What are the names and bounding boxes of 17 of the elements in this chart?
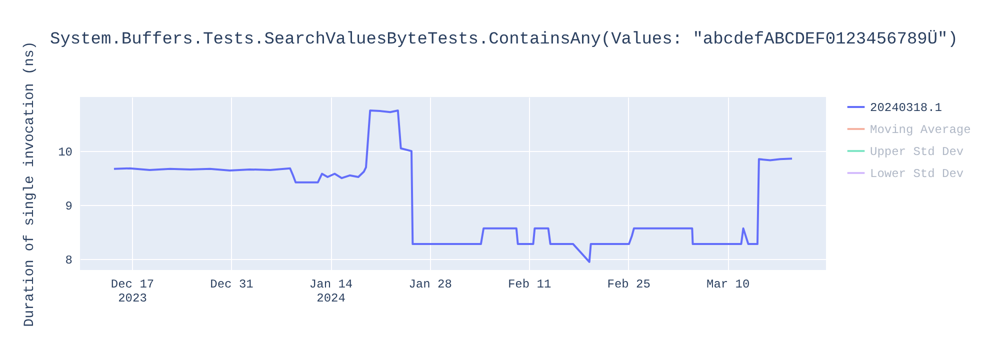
y-tick-label: 9 bbox=[65, 200, 72, 214]
y-tick-label: 8 bbox=[65, 254, 72, 268]
legend-label: 20240318.1 bbox=[870, 101, 942, 115]
x-tick-label: Dec 17 2023 bbox=[110, 278, 154, 306]
chart-title: System.Buffers.Tests.SearchValuesByteTests.ContainsAny(Values: "abcdefABCDEF0123456789Ü") bbox=[50, 30, 958, 50]
y-axis-title: Duration of single invocation (ns) bbox=[22, 41, 38, 327]
legend-label: Moving Average bbox=[870, 123, 971, 137]
legend-label: Upper Std Dev bbox=[870, 145, 964, 159]
x-tick-label: Jan 28 bbox=[408, 278, 452, 292]
x-tick-label: Mar 10 bbox=[706, 278, 750, 292]
legend-label: Lower Std Dev bbox=[870, 167, 964, 181]
x-tick-label: Feb 11 bbox=[508, 278, 552, 292]
x-tick-label: Jan 14 2024 bbox=[309, 278, 353, 306]
line-series bbox=[112, 110, 794, 263]
y-tick-label: 10 bbox=[58, 146, 72, 160]
x-tick-label: Feb 25 bbox=[607, 278, 650, 292]
x-tick-label: Dec 31 bbox=[210, 278, 254, 292]
